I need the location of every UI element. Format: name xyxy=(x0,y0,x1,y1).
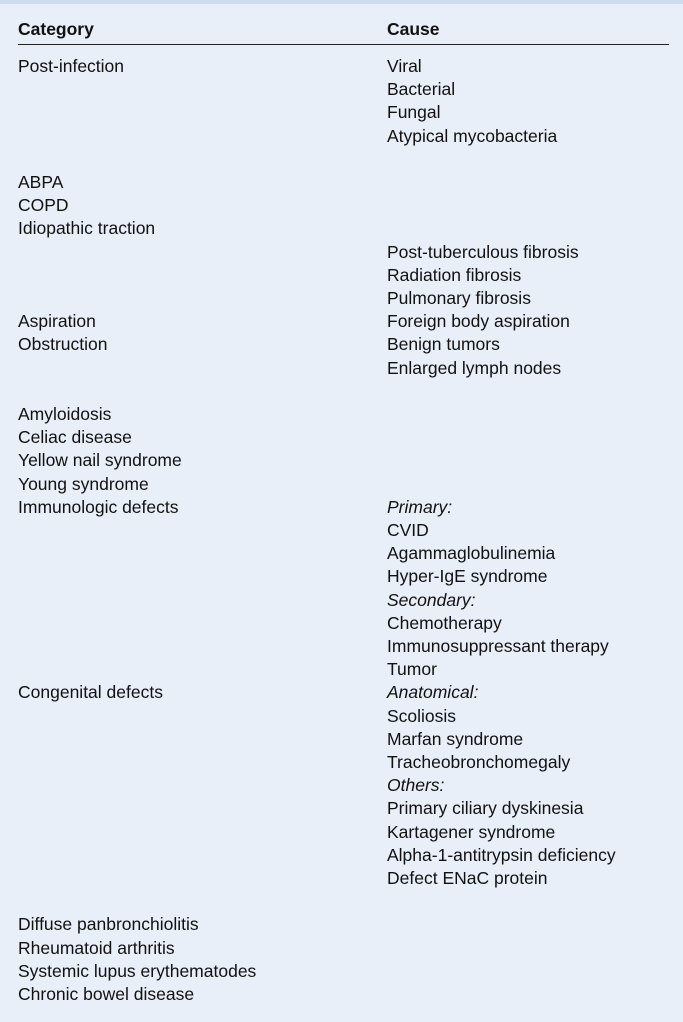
cause-cell xyxy=(387,426,669,449)
category-cell: Systemic lupus erythematodes xyxy=(18,960,257,981)
cause-item: Chemotherapy xyxy=(387,612,502,633)
table-row: Rheumatoid arthritis xyxy=(18,937,669,960)
category-cell: Rheumatoid arthritis xyxy=(18,937,175,958)
cause-item: Scoliosis xyxy=(387,705,457,726)
cause-cell xyxy=(387,960,669,983)
category-cell: Chronic bowel disease xyxy=(18,984,195,1005)
table-row: Immunologic defects Primary: CVID Agammaglo… xyxy=(18,496,669,682)
cause-item: Enlarged lymph nodes xyxy=(387,357,562,378)
table-row: Idiopathic traction Post-tuberculous fib… xyxy=(18,217,669,310)
table-row: Amyloidosis xyxy=(18,403,669,426)
cause-item: Bacterial xyxy=(387,79,456,100)
cause-subheading: Anatomical: xyxy=(387,682,479,703)
cause-item xyxy=(387,217,669,240)
cause-item: Defect ENaC protein xyxy=(387,868,548,889)
cause-item: Marfan syndrome xyxy=(387,728,524,749)
table-body: Post-infection Viral Bacterial Fungal Atypic… xyxy=(18,45,669,1006)
header-cause: Cause xyxy=(387,19,440,39)
cause-cell: Primary: CVID Agammaglobulinemia Hyper-IgE … xyxy=(387,496,669,682)
cause-item: Kartagener syndrome xyxy=(387,821,556,842)
cause-item: Tumor xyxy=(387,659,437,680)
cause-item: Agammaglobulinemia xyxy=(387,543,556,564)
category-cell: ABPA xyxy=(18,172,64,192)
category-cell: Obstruction xyxy=(18,334,108,355)
cause-cell: Anatomical: Scoliosis Marfan syndrome Trach… xyxy=(387,681,669,890)
cause-cell xyxy=(387,913,669,936)
category-cell: Amyloidosis xyxy=(18,404,112,425)
cause-item: Alpha-1-antitrypsin deficiency xyxy=(387,844,616,865)
category-cell: Yellow nail syndrome xyxy=(18,450,182,471)
cause-cell xyxy=(387,403,669,426)
table-row: Diffuse panbronchiolitis xyxy=(18,913,669,936)
table-row: Post-infection Viral Bacterial Fungal Atypic… xyxy=(18,55,669,148)
cause-cell xyxy=(387,449,669,472)
table-row: ABPA xyxy=(18,171,669,194)
cause-item: Benign tumors xyxy=(387,334,500,355)
category-cell: Immunologic defects xyxy=(18,496,179,517)
category-cell: Aspiration xyxy=(18,311,96,332)
table-row: COPD xyxy=(18,194,669,217)
table-row: Celiac disease xyxy=(18,426,669,449)
header-category: Category xyxy=(18,19,94,39)
category-cell: Young syndrome xyxy=(18,473,149,494)
cause-item: Atypical mycobacteria xyxy=(387,125,558,146)
table-row: Obstruction Benign tumors Enlarged lymph n… xyxy=(18,333,669,379)
cause-cell xyxy=(387,194,669,217)
cause-item: Tracheobronchomegaly xyxy=(387,752,571,773)
cause-cell xyxy=(387,937,669,960)
top-rule xyxy=(0,0,683,4)
table-row: Young syndrome xyxy=(18,473,669,496)
table-row: Chronic bowel disease xyxy=(18,983,669,1006)
cause-cell: Benign tumors Enlarged lymph nodes xyxy=(387,333,669,379)
cause-item: Immunosuppressant therapy xyxy=(387,636,609,657)
cause-subheading: Others: xyxy=(387,775,445,796)
category-cell: Idiopathic traction xyxy=(18,218,156,239)
table-row: Aspiration Foreign body aspiration xyxy=(18,310,669,333)
category-cell: COPD xyxy=(18,195,69,216)
cause-subheading: Primary: xyxy=(387,496,453,517)
cause-item: Viral xyxy=(387,56,422,76)
table-row: Systemic lupus erythematodes xyxy=(18,960,669,983)
cause-item: Foreign body aspiration xyxy=(387,311,570,332)
table-header: Category Cause xyxy=(18,4,669,45)
cause-item: Radiation fibrosis xyxy=(387,264,522,285)
table-row: Congenital defects Anatomical: Scoliosis Ma… xyxy=(18,681,669,890)
category-cell: Diffuse panbronchiolitis xyxy=(18,914,199,935)
cause-item: Pulmonary fibrosis xyxy=(387,288,531,309)
causes-table: Category Cause Post-infection Viral Bacter… xyxy=(0,4,683,1006)
category-cell: Congenital defects xyxy=(18,682,163,703)
table-row: Yellow nail syndrome xyxy=(18,449,669,472)
cause-item: CVID xyxy=(387,520,429,541)
category-cell: Celiac disease xyxy=(18,427,132,448)
cause-cell: Viral Bacterial Fungal Atypical mycobacteri… xyxy=(387,55,669,148)
cause-item: Post-tuberculous fibrosis xyxy=(387,241,579,262)
category-cell: Post-infection xyxy=(18,56,125,76)
cause-subheading: Secondary: xyxy=(387,589,476,610)
cause-cell xyxy=(387,473,669,496)
cause-item: Hyper-IgE syndrome xyxy=(387,566,548,587)
cause-cell xyxy=(387,171,669,194)
cause-cell: Foreign body aspiration xyxy=(387,310,669,333)
cause-item: Primary ciliary dyskinesia xyxy=(387,798,584,819)
cause-cell: Post-tuberculous fibrosis Radiation fibro… xyxy=(387,217,669,310)
cause-cell xyxy=(387,983,669,1006)
cause-item: Fungal xyxy=(387,102,441,123)
